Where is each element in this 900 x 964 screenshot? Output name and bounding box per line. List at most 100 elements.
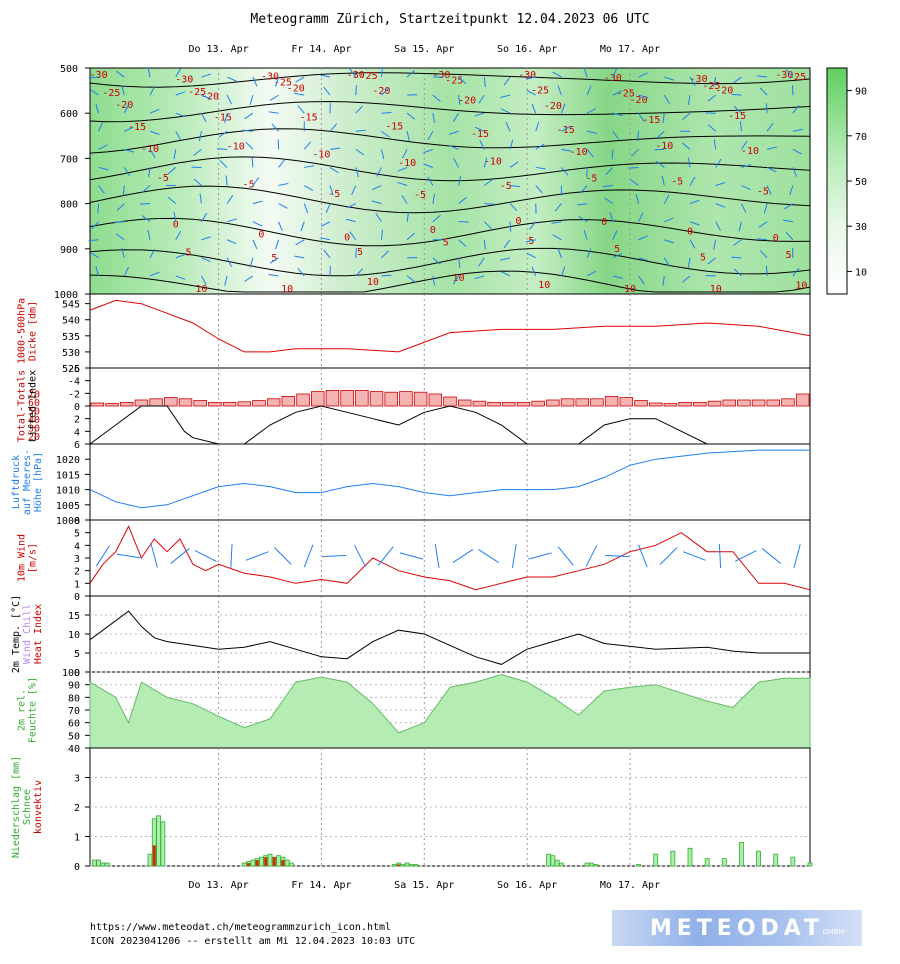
convective-bar — [397, 865, 400, 866]
total-totals-bar — [194, 401, 207, 406]
pressure-tick-label: 1020 — [56, 455, 80, 466]
precip-bar — [559, 863, 563, 866]
isotherm-label: -20 — [715, 85, 733, 96]
lifted-index-tick-label: 2 — [74, 415, 80, 426]
isotherm-label: 10 — [710, 284, 722, 295]
wind-barb — [612, 149, 613, 159]
precip-bar — [157, 816, 161, 866]
precip-bar — [705, 859, 709, 866]
footer-url[interactable]: https://www.meteodat.ch/meteogrammzurich… — [90, 922, 391, 933]
pressure-ylabel: Luftdruck — [11, 455, 22, 509]
bottom-day-label: Sa 15. Apr — [394, 880, 454, 891]
wind-barb — [114, 222, 124, 223]
wind-barb — [510, 222, 511, 232]
bottom-day-label: Fr 14. Apr — [291, 880, 351, 891]
total-totals-bar — [767, 400, 780, 406]
precip-bar — [551, 856, 555, 866]
instability-ylabel: Total-Totals — [17, 370, 28, 442]
total-totals-bar — [209, 402, 222, 406]
colorbar-tick-label: 70 — [855, 132, 867, 143]
total-totals-bar — [561, 399, 574, 406]
isotherm-label: -5 — [414, 190, 426, 201]
isotherm-label: -10 — [741, 146, 759, 157]
wind-barb — [252, 157, 253, 167]
isotherm-label: -25 — [445, 76, 463, 87]
isotherm-label: 10 — [195, 284, 207, 295]
wind-barb — [356, 248, 357, 258]
total-totals-bar — [120, 402, 133, 406]
bottom-day-label: Do 13. Apr — [188, 880, 248, 891]
colorbar-gradient — [827, 68, 847, 294]
cross-section-panel: -30-30-30-30-30-30-30-30-30-25-25-25-25-… — [54, 64, 810, 301]
total-totals-bar — [693, 402, 706, 406]
wind-arrow — [762, 548, 781, 563]
temp2m-tick-label: 5 — [74, 649, 80, 660]
precip-tick-label: 1 — [74, 833, 80, 844]
precip-bar — [688, 848, 692, 866]
total-totals-bar — [150, 399, 163, 406]
isotherm-label: -5 — [671, 176, 683, 187]
pressure-tick-label: 900 — [60, 245, 78, 256]
total-totals-bar — [355, 390, 368, 406]
colorbar-tick-label: 10 — [855, 267, 867, 278]
wind-barb — [484, 204, 494, 205]
total-totals-bar — [106, 404, 119, 406]
lifted-index-tick-label: 4 — [74, 427, 80, 438]
precip-bar — [268, 854, 272, 866]
isotherm-label: -5 — [328, 189, 340, 200]
isotherm-label: -30 — [175, 75, 193, 86]
total-totals-bar — [473, 401, 486, 406]
wind-arrow — [378, 547, 393, 566]
humidity2m-tick-label: 40 — [68, 744, 80, 755]
wind10m-tick-label: 1 — [74, 579, 80, 590]
precip-bar — [547, 854, 551, 866]
isotherm-label: -20 — [115, 100, 133, 111]
wind10m-frame — [90, 520, 810, 596]
top-day-label: Mo 17. Apr — [600, 44, 660, 55]
precip-tick-label: 2 — [74, 803, 80, 814]
precip-bar — [585, 863, 589, 866]
top-day-label: So 16. Apr — [497, 44, 557, 55]
top-day-label: Fr 14. Apr — [291, 44, 351, 55]
precip-bar — [594, 865, 598, 866]
humidity2m-tick-label: 90 — [68, 681, 80, 692]
temp2m-tick-label: 15 — [68, 611, 80, 622]
wind-arrow — [117, 554, 141, 558]
wind-arrow — [231, 544, 232, 568]
wind-barb — [356, 85, 357, 95]
total-totals-bar — [385, 392, 398, 406]
total-totals-bar — [267, 399, 280, 406]
footer-model-line: ICON 2023041206 -- erstellt am Mi 12.04.… — [90, 936, 415, 947]
wind10m-line — [90, 526, 810, 589]
isotherm-label: 0 — [773, 233, 779, 244]
precip-ylabel: konvektiv — [33, 780, 44, 834]
precip-bar — [289, 863, 293, 866]
wind-arrow — [479, 549, 499, 562]
precip-bar — [409, 865, 413, 866]
total-totals-bar — [620, 398, 633, 406]
isotherm-label: -15 — [642, 115, 660, 126]
pressure-line — [90, 450, 810, 508]
precip-tick-label: 0 — [74, 862, 80, 873]
precip-bar — [101, 863, 105, 866]
isotherm-label: -20 — [201, 92, 219, 103]
precip-bar — [242, 863, 246, 866]
wind-arrow — [400, 553, 423, 559]
isotherm-label: 0 — [516, 216, 522, 227]
precip-ylabel: Niederschlag [mm] — [11, 756, 22, 858]
isotherm-label: -25 — [788, 72, 806, 83]
wind-arrow — [246, 552, 268, 561]
humidity2m-tick-label: 100 — [62, 668, 80, 679]
isotherm-label: 5 — [786, 250, 792, 261]
chart-title: Meteogramm Zürich, Startzeitpunkt 12.04.… — [250, 12, 649, 27]
pressure-tick-label: 1010 — [56, 486, 80, 497]
pressure-tick-label: 700 — [60, 154, 78, 165]
precip-bar — [161, 822, 165, 866]
